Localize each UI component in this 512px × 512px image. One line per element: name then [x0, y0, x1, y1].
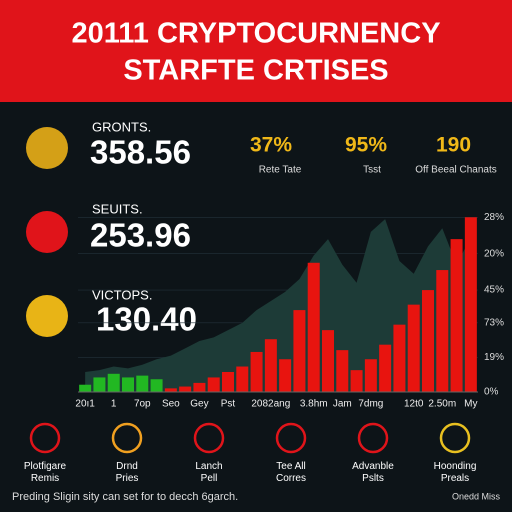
bar — [407, 304, 420, 392]
feature-icon — [29, 422, 61, 454]
feature-label: Plotfigare Remis — [24, 461, 67, 484]
bar — [393, 324, 406, 392]
coin-icon — [26, 295, 68, 337]
bar — [364, 359, 377, 392]
x-tick-label: 3.8hm — [300, 399, 328, 410]
feature-icon — [193, 422, 225, 454]
bar — [279, 359, 292, 392]
x-tick-label: 12t0 — [404, 399, 424, 410]
title: STARFTE CRTISES — [123, 55, 388, 87]
highlight-label: Rete Tate — [259, 165, 302, 176]
x-tick-label: 20ı1 — [75, 399, 95, 410]
bar — [150, 379, 163, 392]
bar — [93, 377, 106, 392]
x-tick-label: Pst — [221, 399, 236, 410]
bar — [322, 330, 334, 392]
x-tick-label: My — [464, 399, 477, 410]
bar — [336, 350, 349, 392]
x-tick-label: Gey — [190, 399, 208, 410]
title: 20111 CRYPTOCURNENCY — [71, 18, 440, 50]
stat-label: SEUITS. — [92, 201, 143, 216]
bar — [236, 366, 249, 392]
bar — [164, 388, 177, 392]
feature-label: Drnd Pries — [116, 461, 139, 484]
bar — [350, 370, 363, 392]
bar — [222, 371, 234, 392]
highlight-label: Tsst — [363, 165, 381, 176]
bar — [379, 344, 392, 392]
bar — [107, 373, 120, 392]
bar — [179, 386, 192, 392]
features: Plotfigare Remis Drnd Pries Lanch Pell Tee All… — [24, 422, 477, 484]
highlight-label: Off Beeal Chanats — [415, 165, 497, 176]
footer-text: Preding Sligin sity can set for to decch… — [12, 491, 238, 503]
x-tick-label: Jam — [333, 399, 352, 410]
y-tick-label: 73% — [484, 317, 504, 328]
x-tick-label: 1 — [111, 399, 117, 410]
stat-value: 130.40 — [96, 301, 197, 338]
bar — [422, 290, 434, 392]
stat-label: GRONTS. — [92, 119, 151, 134]
feature-icon — [357, 422, 389, 454]
coin-icon — [26, 127, 68, 169]
y-tick-label: 28% — [484, 212, 504, 223]
bar — [207, 377, 220, 392]
bar — [450, 239, 463, 392]
bar — [136, 375, 149, 392]
feature-label: Hoonding Preals — [434, 461, 477, 484]
feature-icon — [275, 422, 307, 454]
bar — [293, 310, 306, 392]
feature-label: Advanble Pslts — [352, 461, 394, 484]
stat-value: 253.96 — [90, 217, 191, 254]
stat-label: VICTOPS. — [92, 287, 152, 302]
coin-icon — [26, 211, 68, 253]
x-tick-label: 2082ang — [251, 399, 290, 410]
y-tick-label: 20% — [484, 248, 504, 259]
bar — [122, 377, 134, 392]
x-tick-label: Seo — [162, 399, 180, 410]
bar — [250, 351, 263, 392]
x-tick-label: 2.50m — [428, 399, 456, 410]
y-tick-label: 0% — [484, 387, 499, 398]
bar — [264, 339, 277, 392]
x-tick-label: 7dmg — [358, 399, 383, 410]
feature-icon — [439, 422, 471, 454]
header — [0, 0, 512, 102]
x-tick-label: 7op — [134, 399, 151, 410]
y-tick-label: 19% — [484, 352, 504, 363]
feature-label: Tee All Corres — [276, 461, 306, 484]
bar — [436, 270, 449, 392]
bar — [79, 384, 92, 392]
y-tick-label: 45% — [484, 285, 504, 296]
bar — [193, 382, 206, 392]
highlight-value: 190 — [436, 134, 471, 157]
highlight-value: 95% — [345, 134, 387, 157]
footer-brand: Onedd Miss — [452, 491, 501, 501]
feature-label: Lanch Pell — [195, 461, 222, 484]
stat-value: 358.56 — [90, 134, 191, 171]
bar — [307, 262, 320, 392]
feature-icon — [111, 422, 143, 454]
area — [85, 219, 471, 392]
bar — [464, 217, 477, 392]
highlight-value: 37% — [250, 134, 292, 157]
